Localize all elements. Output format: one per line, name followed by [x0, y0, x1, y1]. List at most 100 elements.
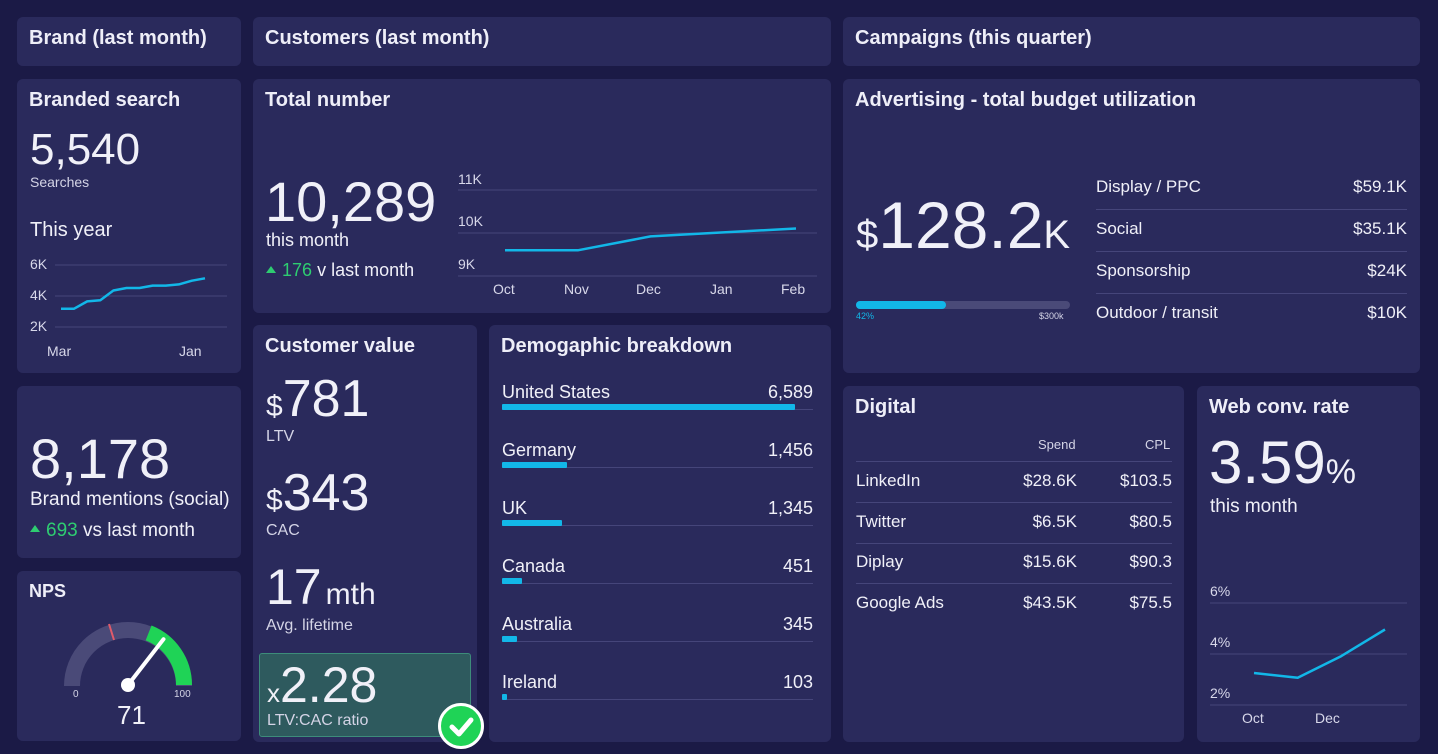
brand-mentions-delta: 693 vs last month [30, 520, 195, 542]
total-number-value: 10,289 [265, 170, 437, 233]
budget-item-value: $24K [1367, 261, 1407, 280]
budget-item-name: Outdoor / transit [1096, 303, 1218, 322]
demographic-row: Ireland 103 [502, 672, 813, 712]
lifetime-amount: 17 [266, 559, 322, 615]
digital-cpl: $80.5 [1129, 511, 1172, 531]
country-bar [502, 636, 518, 642]
cac-currency: $ [266, 484, 283, 517]
branded-search-chart [55, 264, 227, 328]
row-divider [856, 583, 1172, 584]
y-tick-label: 11K [458, 171, 482, 187]
web-conv-label: this month [1210, 496, 1298, 517]
check-badge-icon [438, 703, 484, 749]
cac-amount: 343 [282, 464, 370, 522]
lifetime-value: 17 mth [266, 558, 376, 616]
y-tick-label: 4K [30, 287, 48, 303]
y-tick-label: 6K [30, 256, 48, 272]
digital-channel: Google Ads [856, 592, 944, 612]
digital-spend: $43.5K [1023, 592, 1077, 612]
country-name: Canada [502, 556, 566, 576]
y-tick-label: 2K [30, 318, 48, 334]
web-conv-unit: % [1325, 453, 1357, 491]
row-divider [502, 641, 813, 642]
country-value: 1,345 [767, 498, 813, 518]
country-value: 103 [782, 672, 813, 692]
nps-value: 71 [117, 700, 146, 730]
row-divider [502, 583, 813, 584]
budget-progress-track [856, 301, 1070, 309]
total-number-delta: 176 v last month [266, 260, 414, 281]
x-tick-label: Jan [710, 281, 733, 297]
digital-cpl: $90.3 [1129, 552, 1172, 571]
total-number-label: this month [266, 230, 350, 250]
brand-header: Brand (last month) [17, 17, 241, 66]
cac-label: CAC [266, 522, 300, 539]
customer-value-title: Customer value [265, 335, 416, 357]
total-number-panel: Total number 10,289 this month 176 v las… [253, 79, 831, 313]
divider [856, 461, 1172, 462]
col-header-spend: Spend [1038, 437, 1076, 452]
advertising-panel: Advertising - total budget utilization $… [843, 79, 1420, 373]
series-line [505, 227, 797, 252]
ltv-currency: $ [266, 390, 283, 423]
digital-cpl: $103.5 [1120, 471, 1172, 490]
budget-item-row: Outdoor / transit $10K [1096, 303, 1407, 345]
demographic-row: Australia 345 [502, 614, 813, 654]
brand-mentions-panel: 8,178 Brand mentions (social) 693 vs las… [17, 386, 241, 558]
digital-row: Diplay $15.6K $90.3 [856, 552, 1172, 592]
budget-item-name: Social [1096, 219, 1143, 238]
brand-header-title: Brand (last month) [29, 27, 207, 49]
ratio-value: x2.28 [267, 656, 377, 714]
digital-row: LinkedIn $28.6K $103.5 [856, 471, 1172, 511]
digital-channel: LinkedIn [856, 471, 921, 490]
budget-progress-fill [856, 301, 946, 309]
web-conv-panel: Web conv. rate 3.59% this month 6% 4% 2%… [1197, 386, 1420, 742]
row-divider [1096, 251, 1407, 252]
row-divider [1096, 209, 1407, 210]
y-tick-label: 4% [1210, 634, 1231, 650]
ratio-prefix: x [267, 678, 280, 708]
branded-search-title: Branded search [29, 89, 181, 111]
web-conv-value: 3.59% [1209, 428, 1356, 497]
nps-title: NPS [29, 581, 67, 601]
lifetime-label: Avg. lifetime [266, 617, 353, 634]
country-value: 345 [782, 614, 813, 634]
demographic-row: UK 1,345 [502, 498, 813, 538]
country-bar [502, 462, 567, 468]
total-number-chart [458, 189, 817, 277]
branded-search-chart-title: This year [30, 219, 113, 241]
nps-min-label: 0 [73, 689, 79, 700]
country-value: 1,456 [767, 440, 813, 460]
x-tick-label: Oct [1242, 710, 1264, 726]
total-number-delta-value: 176 [282, 260, 313, 280]
advertising-value: 128.2 [878, 188, 1044, 262]
budget-item-value: $35.1K [1353, 219, 1407, 238]
digital-spend: $15.6K [1023, 552, 1077, 571]
cac-value: $343 [266, 463, 369, 523]
budget-item-row: Sponsorship $24K [1096, 261, 1407, 303]
total-number-delta-label: v last month [317, 260, 415, 280]
budget-item-row: Social $35.1K [1096, 219, 1407, 261]
country-bar [502, 694, 507, 700]
budget-max-label: $300k [1039, 311, 1064, 321]
gauge-fill [145, 625, 192, 686]
row-divider [1096, 293, 1407, 294]
country-name: Ireland [502, 672, 558, 692]
row-divider [502, 467, 813, 468]
total-number-title: Total number [265, 89, 391, 111]
nps-max-label: 100 [174, 689, 191, 700]
country-name: United States [502, 382, 611, 402]
digital-row: Google Ads $43.5K $75.5 [856, 593, 1172, 633]
digital-spend: $6.5K [1032, 511, 1077, 531]
y-tick-label: 9K [458, 256, 476, 272]
ratio-amount: 2.28 [280, 657, 378, 713]
demographics-title: Demogaphic breakdown [501, 335, 733, 357]
customers-header-title: Customers (last month) [265, 27, 490, 49]
country-bar [502, 520, 562, 526]
row-divider [856, 542, 1172, 544]
row-divider [502, 525, 813, 526]
ltv-label: LTV [266, 428, 295, 445]
series-line [1253, 628, 1386, 680]
y-tick-label: 2% [1210, 685, 1231, 701]
digital-panel: Digital Spend CPL LinkedIn $28.6K $103.5 Tw… [843, 386, 1184, 742]
